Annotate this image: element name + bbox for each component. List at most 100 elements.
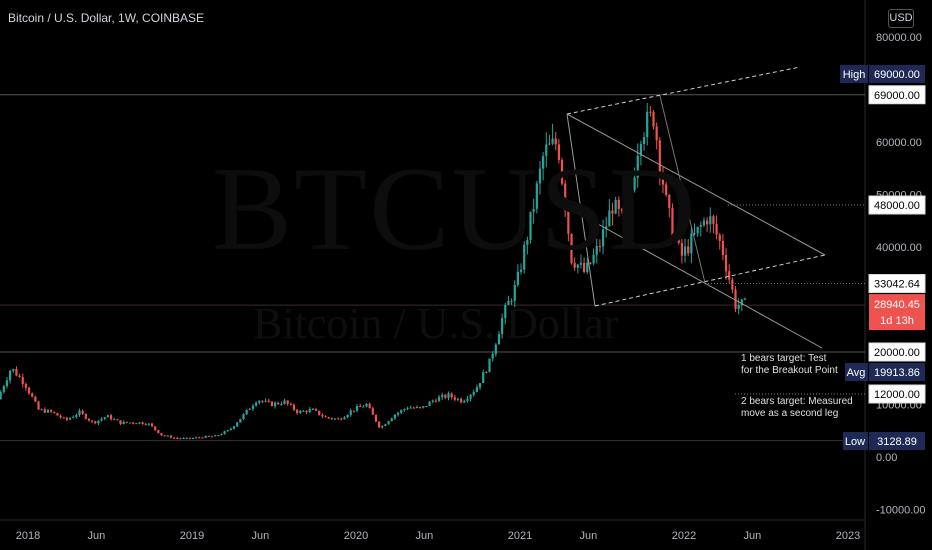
candle — [516, 264, 519, 287]
candle — [412, 406, 415, 409]
candle — [154, 426, 157, 432]
candle — [702, 217, 706, 228]
candle — [232, 426, 236, 430]
channel-mid-edge[interactable] — [659, 95, 706, 284]
candle — [472, 389, 475, 397]
candle — [614, 196, 617, 215]
candle — [368, 402, 371, 409]
candle — [160, 433, 163, 436]
candle — [34, 395, 37, 403]
candle — [144, 422, 147, 426]
candle — [91, 420, 94, 423]
candle — [627, 194, 630, 228]
candle — [548, 134, 551, 146]
candle — [182, 437, 185, 439]
channel-lower-trendline[interactable] — [594, 254, 826, 307]
candle — [620, 207, 624, 214]
candle — [330, 417, 333, 420]
level-price-tag[interactable]: 48000.00 — [868, 195, 926, 215]
candle — [409, 405, 412, 409]
x-tick-label: 2023 — [836, 530, 860, 542]
candle — [419, 406, 422, 409]
candle — [37, 400, 40, 410]
candle — [428, 401, 431, 407]
candle — [283, 398, 286, 405]
candle — [605, 216, 608, 238]
candle — [204, 435, 207, 438]
wedge-lower-trendline[interactable] — [559, 202, 823, 349]
candle — [690, 226, 693, 264]
y-tick-label: 0.00 — [876, 452, 897, 464]
candle — [400, 409, 403, 415]
y-tick-label: 60000.00 — [876, 137, 922, 149]
currency-button[interactable]: USD — [888, 9, 914, 28]
candle — [195, 436, 198, 439]
candle — [9, 369, 12, 384]
candle — [305, 410, 308, 415]
y-tick-label: 80000.00 — [876, 32, 922, 44]
candle — [545, 132, 548, 168]
x-tick-label: 2019 — [180, 530, 204, 542]
candle — [53, 411, 56, 414]
candle — [611, 202, 614, 226]
candle — [157, 429, 160, 434]
candle — [65, 416, 68, 422]
candle — [273, 401, 277, 409]
candle — [337, 417, 340, 420]
candle — [494, 342, 497, 357]
candle — [116, 418, 119, 421]
x-tick-label: Jun — [87, 530, 105, 542]
candle — [31, 392, 34, 398]
candle — [277, 401, 280, 405]
low-tag: Low 3128.89 — [843, 432, 925, 450]
candle — [437, 394, 441, 402]
candle — [173, 436, 176, 439]
candle — [378, 421, 381, 429]
channel-upper-trendline[interactable] — [566, 66, 801, 115]
level-price-tag[interactable]: 33042.64 — [868, 274, 926, 294]
candle — [226, 429, 229, 432]
candle — [422, 406, 425, 409]
level-price-tag[interactable]: 12000.00 — [868, 384, 926, 404]
candle — [384, 423, 387, 427]
candle — [595, 238, 598, 264]
candle — [466, 395, 469, 403]
candle — [289, 402, 292, 406]
candle — [712, 214, 715, 234]
candle — [551, 123, 554, 146]
svg-text:Low: Low — [845, 436, 865, 448]
candle — [286, 400, 289, 406]
candle — [135, 422, 138, 425]
level-price-tag[interactable]: 20000.00 — [868, 342, 926, 362]
candle — [103, 416, 106, 421]
candle — [456, 397, 460, 402]
candle — [526, 236, 529, 255]
candle — [724, 247, 728, 280]
candle — [583, 257, 586, 274]
candle — [270, 401, 273, 407]
candle — [251, 403, 255, 412]
candle — [5, 376, 9, 389]
candle — [608, 199, 611, 227]
candle — [141, 421, 144, 425]
candle — [655, 122, 658, 150]
candle — [280, 401, 283, 406]
candle — [447, 391, 450, 401]
candle — [652, 109, 655, 130]
candle — [589, 262, 592, 265]
candle — [649, 106, 652, 117]
candle — [318, 410, 321, 416]
candle — [27, 386, 31, 396]
candle — [191, 437, 195, 440]
svg-text:48000.00: 48000.00 — [874, 200, 920, 212]
candle — [624, 209, 627, 220]
candle — [106, 414, 109, 418]
channel-left-edge[interactable] — [566, 113, 596, 307]
candle — [62, 416, 65, 419]
candle — [728, 264, 731, 284]
wedge-upper-trendline[interactable] — [566, 113, 826, 256]
candle — [24, 382, 27, 392]
level-price-tag[interactable]: 69000.00 — [868, 85, 926, 105]
candle — [668, 194, 671, 218]
